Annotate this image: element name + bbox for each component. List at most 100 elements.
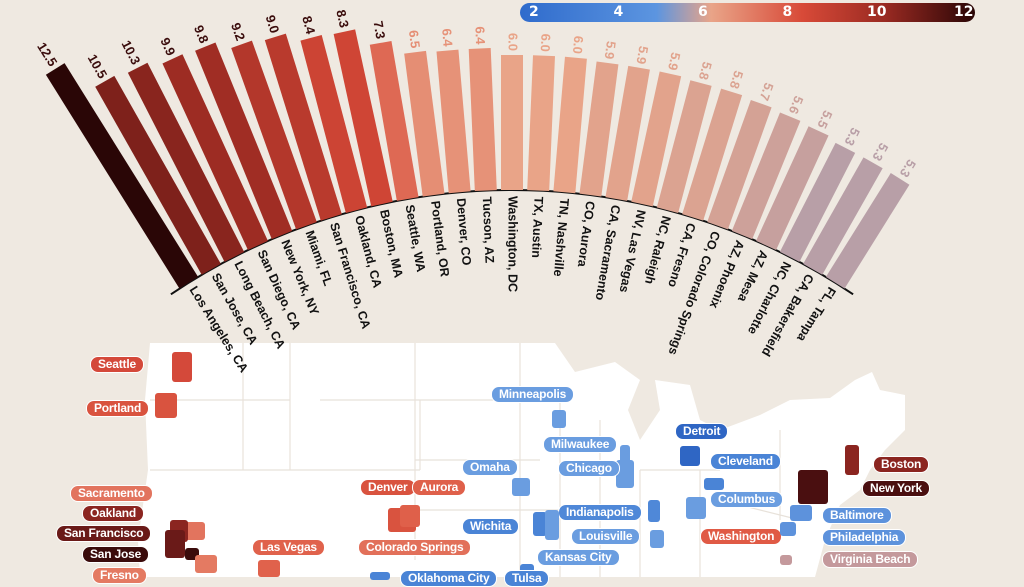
category-label: Washington, DC bbox=[506, 196, 520, 292]
map-city-label: Las Vegas bbox=[252, 539, 325, 556]
city-area-shape bbox=[552, 410, 566, 428]
value-label: 7.3 bbox=[370, 20, 388, 40]
color-scale-legend: 2 4 6 8 10 12 bbox=[520, 3, 975, 22]
map-city-label: Tulsa bbox=[504, 570, 550, 587]
city-area-shape bbox=[616, 460, 634, 488]
bar bbox=[404, 50, 445, 197]
map-city-label: Denver bbox=[360, 479, 416, 496]
value-label: 6.4 bbox=[472, 26, 488, 45]
value-label: 5.9 bbox=[602, 40, 619, 60]
value-label: 9.2 bbox=[228, 21, 248, 43]
bar bbox=[231, 40, 317, 230]
colorbar-tick: 10 bbox=[867, 4, 887, 20]
bar bbox=[195, 42, 293, 240]
map-city-label: Virginia Beach bbox=[822, 551, 919, 568]
city-area-shape bbox=[780, 522, 796, 536]
category-label: TX, Austin bbox=[529, 196, 546, 258]
bar bbox=[656, 80, 712, 213]
value-label: 5.7 bbox=[757, 81, 777, 103]
bar bbox=[631, 71, 682, 207]
bar-group: 6.4 Denver, CO bbox=[436, 28, 474, 267]
city-area-shape bbox=[370, 572, 390, 580]
bar bbox=[779, 142, 856, 262]
value-label: 5.3 bbox=[841, 125, 863, 148]
value-label: 10.3 bbox=[119, 38, 144, 67]
city-area-shape bbox=[620, 445, 630, 465]
colorbar-tick: 8 bbox=[782, 4, 793, 20]
map-city-label: Wichita bbox=[462, 518, 520, 535]
map-city-label: Cleveland bbox=[710, 453, 781, 470]
map-city-label: Columbus bbox=[710, 491, 784, 508]
bar bbox=[333, 29, 393, 207]
value-label: 12.5 bbox=[34, 40, 60, 69]
bar bbox=[45, 63, 199, 289]
value-label: 9.9 bbox=[157, 35, 178, 58]
bar bbox=[127, 62, 245, 262]
city-area-shape bbox=[165, 530, 185, 558]
bar bbox=[264, 33, 342, 221]
map-city-label: Sacramento bbox=[70, 485, 153, 502]
value-label: 5.8 bbox=[727, 69, 747, 91]
city-area-shape bbox=[400, 505, 420, 527]
map-city-label: Omaha bbox=[462, 459, 518, 476]
colorbar-tick: 12 bbox=[954, 4, 974, 20]
value-label: 6.5 bbox=[406, 29, 423, 49]
category-label: Seattle, WA bbox=[403, 204, 428, 273]
value-label: 6.0 bbox=[570, 35, 586, 54]
city-area-shape bbox=[648, 500, 660, 522]
bar-group: 6.0 TN, Nashville bbox=[551, 35, 587, 277]
map-city-label: Kansas City bbox=[537, 549, 620, 566]
city-area-shape bbox=[258, 560, 280, 577]
bar bbox=[300, 35, 368, 213]
value-label: 9.0 bbox=[263, 13, 283, 35]
map-city-label: Fresno bbox=[92, 567, 147, 584]
colorbar-tick: 6 bbox=[698, 4, 708, 20]
value-label: 5.3 bbox=[869, 140, 891, 163]
category-label: CO, Aurora bbox=[575, 200, 598, 269]
map-city-label: Oakland bbox=[82, 505, 144, 522]
category-label: TN, Nashville bbox=[551, 198, 572, 277]
map-city-label: Philadelphia bbox=[822, 529, 907, 546]
bar bbox=[825, 173, 910, 289]
bar-group: 6.0 Washington, DC bbox=[501, 33, 523, 292]
city-area-shape bbox=[680, 446, 700, 466]
city-area-shape bbox=[798, 470, 828, 504]
city-area-shape bbox=[533, 512, 547, 536]
map-city-label: Chicago bbox=[558, 460, 620, 477]
city-area-shape bbox=[686, 497, 706, 519]
value-label: 5.5 bbox=[814, 108, 835, 131]
colorbar-tick: 2 bbox=[529, 4, 539, 20]
city-area-shape bbox=[845, 445, 859, 475]
city-area-shape bbox=[704, 478, 724, 490]
city-area-shape bbox=[780, 555, 792, 565]
category-label: Boston, MA bbox=[377, 208, 405, 279]
bar-group: 6.0 TX, Austin bbox=[527, 33, 555, 258]
map-city-label: Washington bbox=[700, 528, 783, 545]
map-city-label: Louisville bbox=[571, 528, 641, 545]
bar bbox=[162, 54, 268, 251]
bar-group: 6.4 Tucson, AZ bbox=[468, 26, 497, 264]
map-city-label: Boston bbox=[873, 456, 930, 473]
bar bbox=[468, 48, 497, 192]
city-area-shape bbox=[155, 393, 177, 418]
bar bbox=[731, 112, 801, 240]
colorbar-tick: 4 bbox=[613, 4, 624, 20]
bar bbox=[682, 88, 743, 221]
bar bbox=[95, 75, 221, 275]
value-label: 10.5 bbox=[85, 52, 111, 81]
category-label: Denver, CO bbox=[454, 198, 474, 267]
bar bbox=[803, 157, 883, 275]
value-label: 9.8 bbox=[191, 23, 212, 45]
value-label: 6.0 bbox=[538, 33, 554, 52]
map-city-label: Colorado Springs bbox=[358, 539, 472, 556]
bar bbox=[756, 126, 829, 251]
bar bbox=[605, 65, 650, 201]
value-label: 5.3 bbox=[897, 157, 919, 180]
map-city-label: Milwaukee bbox=[543, 436, 618, 453]
map-city-label: San Francisco bbox=[56, 525, 152, 542]
map-city-label: Seattle bbox=[90, 356, 144, 373]
value-label: 5.9 bbox=[665, 51, 684, 72]
map-city-label: Indianapolis bbox=[558, 504, 642, 521]
city-area-shape bbox=[545, 510, 559, 540]
value-label: 5.8 bbox=[696, 60, 715, 81]
